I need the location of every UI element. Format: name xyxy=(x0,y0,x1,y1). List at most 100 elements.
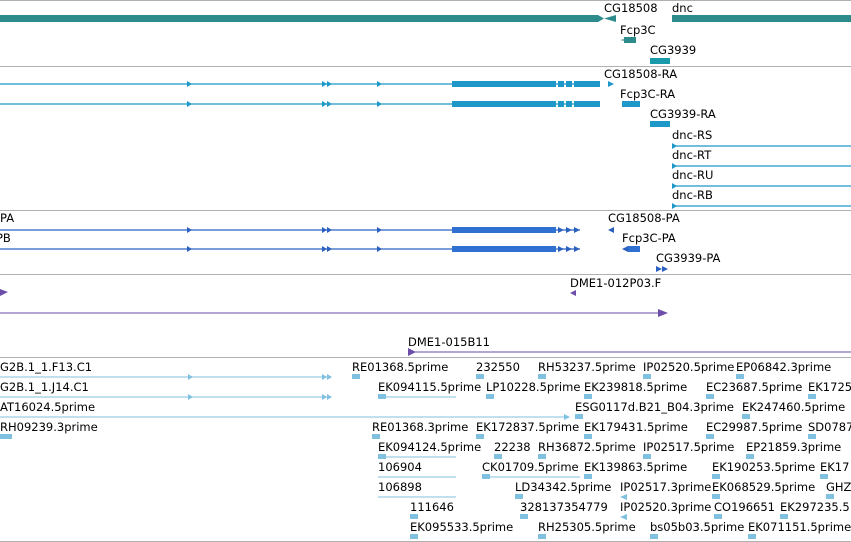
gene-label-cg3939: CG3939 xyxy=(650,43,696,57)
est-block[interactable] xyxy=(476,434,484,439)
transcript-label-dnc-rb: dnc-RB xyxy=(672,188,713,202)
est-block[interactable] xyxy=(650,534,658,539)
protein-fcp3c-pa[interactable] xyxy=(622,246,628,252)
est-block[interactable] xyxy=(736,374,744,379)
est-block[interactable] xyxy=(584,434,592,439)
est-block[interactable] xyxy=(515,494,523,499)
est-block[interactable] xyxy=(712,474,720,479)
est-block[interactable] xyxy=(706,434,714,439)
strand-arrow xyxy=(327,246,332,252)
est-block[interactable] xyxy=(538,534,546,539)
est-block[interactable] xyxy=(748,534,756,539)
clone-start-marker xyxy=(408,348,416,356)
transcript-track: CG18508-RA Fcp3C-RA CG3939-RA dnc-RS dnc… xyxy=(0,67,851,209)
strand-arrow xyxy=(187,246,192,252)
est-label: LP10228.5prime xyxy=(486,380,580,394)
est-block[interactable] xyxy=(372,434,380,439)
transcript-exon xyxy=(452,101,556,107)
protein-block xyxy=(452,246,556,252)
est-block[interactable] xyxy=(538,374,546,379)
est-label: EK297235.5 xyxy=(780,500,850,514)
strand-arrow xyxy=(187,101,192,107)
est-label: CK01709.5prime xyxy=(482,460,579,474)
est-block[interactable] xyxy=(643,454,651,459)
est-block[interactable] xyxy=(378,394,386,399)
est-label: 328137354779 xyxy=(520,500,608,514)
est-label: 106898 xyxy=(378,480,422,494)
est-label: EK094115.5prime xyxy=(378,380,481,394)
gene-label-cg18508: CG18508 xyxy=(604,1,658,15)
est-track: G2B.1_1.F13.C1 RE01368.5prime 232550 RH5… xyxy=(0,360,851,539)
strand-arrow xyxy=(187,81,192,87)
est-block[interactable] xyxy=(410,514,418,519)
est-label: EP21859.3prime xyxy=(746,440,841,454)
gene-cg18508-bar[interactable] xyxy=(0,15,598,22)
transcript-fcp3c-ra[interactable] xyxy=(622,101,640,107)
strand-arrow xyxy=(672,163,677,169)
strand-arrow xyxy=(327,101,332,107)
strand-arrow xyxy=(608,81,614,87)
est-block[interactable] xyxy=(486,394,494,399)
est-block[interactable] xyxy=(742,414,750,419)
est-block[interactable] xyxy=(575,414,583,419)
strand-arrow xyxy=(672,203,677,209)
strand-arrow xyxy=(558,227,564,233)
est-block[interactable] xyxy=(820,474,828,479)
strand-arrow xyxy=(566,246,572,252)
est-label: 1.5prime xyxy=(636,420,688,434)
strand-arrow xyxy=(608,227,614,233)
clone-dme1-012p03[interactable] xyxy=(570,290,576,296)
est-block[interactable] xyxy=(352,374,360,379)
transcript-cg3939-ra[interactable] xyxy=(650,121,670,127)
est-block[interactable] xyxy=(643,374,651,379)
est-block[interactable] xyxy=(780,514,788,519)
gene-label-dnc: dnc xyxy=(672,1,693,15)
est-block[interactable] xyxy=(378,454,386,459)
est-label: EK190253.5prime xyxy=(712,460,815,474)
est-block[interactable] xyxy=(746,454,754,459)
est-block[interactable] xyxy=(714,514,722,519)
protein-cg3939-pa[interactable] xyxy=(656,266,662,272)
strand-arrow xyxy=(187,227,192,233)
est-label: AT16024.5prime xyxy=(0,400,95,414)
strand-arrow xyxy=(322,374,327,380)
strand-arrow xyxy=(327,81,332,87)
est-block[interactable] xyxy=(494,454,502,459)
est-block[interactable] xyxy=(584,394,592,399)
est-block[interactable] xyxy=(538,454,546,459)
est-block[interactable] xyxy=(706,394,714,399)
est-label: G2B.1_1.F13.C1 xyxy=(0,360,92,374)
strand-arrow xyxy=(188,394,193,400)
strand-arrow xyxy=(377,227,382,233)
gene-cg3939-bar[interactable] xyxy=(650,58,670,64)
est-block[interactable] xyxy=(584,474,592,479)
gene-cg18508-arrow xyxy=(598,15,604,22)
transcript-label-fcp3c-ra: Fcp3C-RA xyxy=(620,87,675,101)
transcript-exon xyxy=(566,81,572,87)
strand-arrow xyxy=(327,374,332,380)
transcript-label-cg18508-ra: CG18508-RA xyxy=(604,67,677,81)
est-label: EK239818.5prime xyxy=(584,380,687,394)
strand-arrow xyxy=(322,246,327,252)
protein-block xyxy=(452,227,556,233)
clone-label-dme1-015b11: DME1-015B11 xyxy=(408,335,490,349)
est-block[interactable] xyxy=(808,394,816,399)
strand-arrow xyxy=(574,246,580,252)
est-label: EC29987.5prime xyxy=(706,420,802,434)
est-block[interactable] xyxy=(0,434,12,439)
est-block[interactable] xyxy=(476,374,484,379)
est-block[interactable] xyxy=(520,514,528,519)
est-block[interactable] xyxy=(808,434,816,439)
strand-arrow xyxy=(662,266,668,272)
est-label: EK071151.5prime xyxy=(748,520,851,534)
strand-arrow xyxy=(322,227,327,233)
est-block[interactable] xyxy=(826,494,834,499)
est-block[interactable] xyxy=(482,474,490,479)
est-label: EC23687.5prime xyxy=(706,380,802,394)
transcript-label-dnc-rs: dnc-RS xyxy=(672,128,712,142)
est-block[interactable] xyxy=(712,494,720,499)
est-block[interactable] xyxy=(410,534,418,539)
gene-dnc-bar[interactable] xyxy=(672,15,851,22)
transcript-label-dnc-rt: dnc-RT xyxy=(672,148,712,162)
protein-label-pb: PB xyxy=(0,231,11,245)
